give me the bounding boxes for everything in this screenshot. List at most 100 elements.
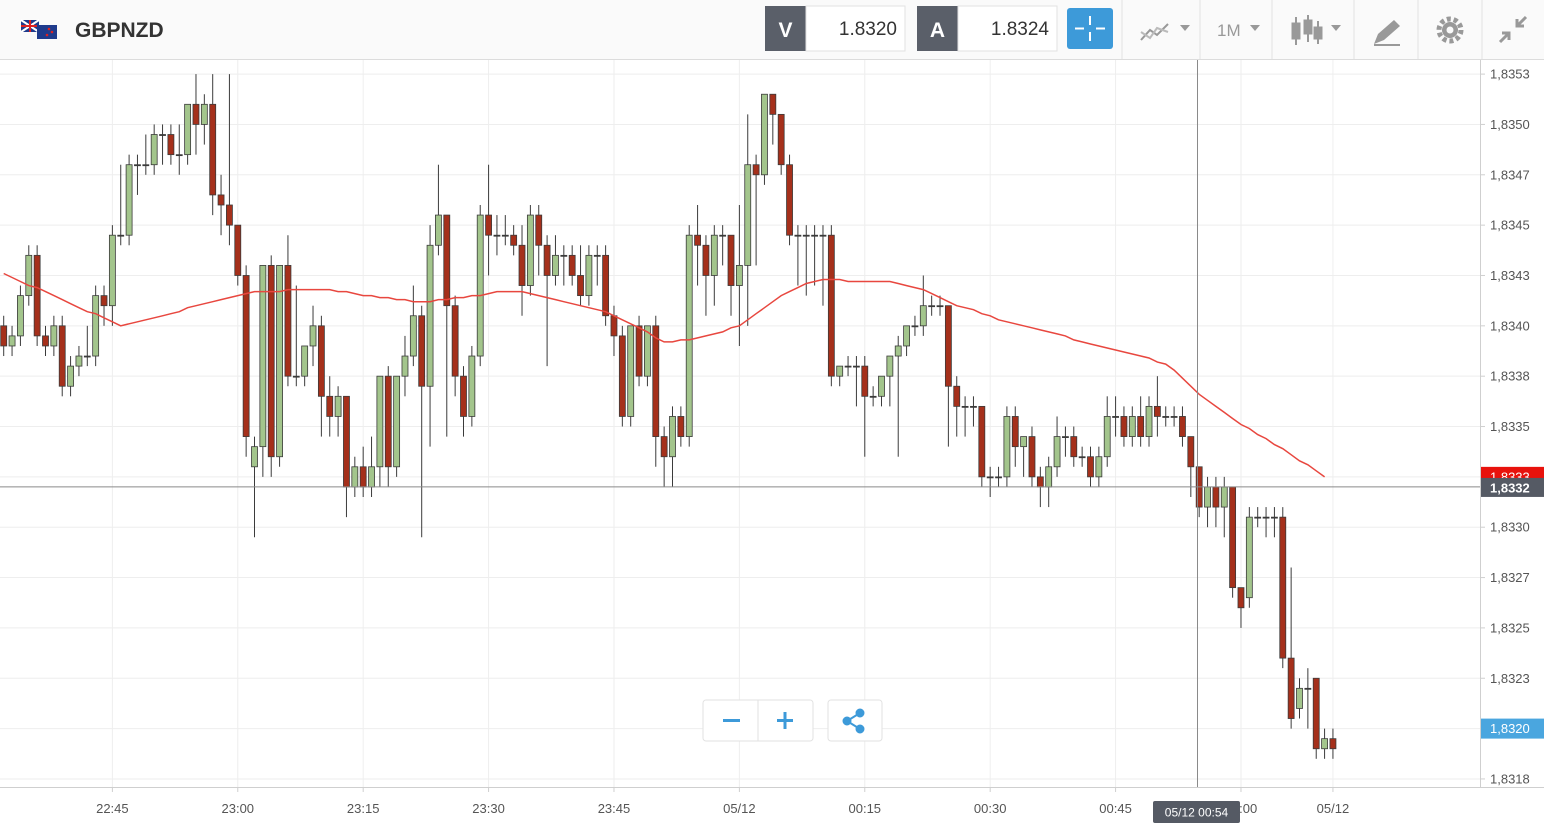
share-button[interactable] [827, 699, 883, 742]
toolbar: GBPNZD V 1.8320 A 1.8324 1M [0, 0, 1544, 60]
candle-body [493, 234, 501, 237]
candle-body [585, 254, 593, 297]
candle-type-button[interactable] [1291, 15, 1341, 45]
candle-body [1212, 486, 1220, 508]
candle-body [393, 375, 401, 468]
candle-body [17, 295, 24, 337]
candle-body [334, 395, 342, 417]
candle-body [577, 275, 584, 297]
x-tick-label: 23:30 [472, 801, 505, 816]
candle-body [1003, 416, 1011, 478]
candle-body [351, 466, 359, 488]
candle-body [1162, 416, 1170, 418]
candle-body [518, 244, 526, 286]
candle-body [1153, 405, 1161, 417]
y-tick-label: 1,8327 [1490, 570, 1530, 585]
y-tick-label: 1,8338 [1490, 369, 1530, 384]
candle-body [1128, 416, 1136, 437]
price-badge [1481, 718, 1544, 739]
candle-body [234, 224, 242, 276]
bid-box [805, 5, 906, 52]
draw-button[interactable] [1374, 20, 1400, 46]
candle-body [986, 476, 994, 479]
ask-button[interactable] [917, 6, 958, 51]
candle-body [727, 234, 735, 286]
candle-body [510, 234, 518, 246]
candle-body [108, 234, 116, 307]
candle-body [226, 204, 233, 226]
settings-button[interactable] [1436, 16, 1464, 44]
bid-button[interactable] [765, 6, 806, 51]
candle-body [1254, 516, 1262, 519]
share-icon [842, 708, 865, 734]
candle-body [535, 214, 543, 246]
candle-body [192, 103, 200, 125]
candle-body [1229, 486, 1237, 589]
candle-body [1296, 687, 1303, 709]
candle-body [217, 194, 225, 206]
candle-body [761, 93, 768, 176]
candle-body [359, 466, 367, 488]
candle-body [259, 265, 267, 448]
candle-body [1078, 456, 1086, 459]
candle-body [694, 234, 701, 246]
candle-body [317, 325, 325, 397]
candle-body [1112, 416, 1119, 418]
candle-body [117, 234, 125, 237]
candle-body [58, 325, 66, 387]
candle-body [443, 214, 451, 307]
chart-type-button[interactable] [1140, 23, 1190, 41]
candle-body [735, 265, 743, 286]
candle-body [251, 446, 258, 468]
candle-body [1237, 587, 1245, 609]
candle-body [744, 164, 752, 266]
candle-body [635, 325, 643, 377]
x-tick-label: 23:45 [598, 801, 631, 816]
candle-body [1304, 687, 1312, 690]
zoom-in[interactable] [777, 712, 793, 729]
candle-body [602, 254, 610, 317]
candle-body [267, 265, 275, 458]
candle-body [401, 355, 409, 377]
collapse-button[interactable] [1498, 15, 1528, 44]
candle-body [418, 315, 426, 387]
candle-body [836, 365, 844, 377]
candle-body [702, 244, 710, 276]
y-tick-label: 1,8318 [1490, 771, 1530, 786]
symbol: GBPNZD [75, 19, 164, 42]
candle-body [560, 254, 568, 257]
interval-button[interactable]: 1M [1217, 21, 1241, 40]
y-tick-label: 1,8343 [1490, 268, 1530, 283]
crosshair-icon [1075, 16, 1105, 41]
candle-body [1045, 466, 1053, 488]
candle-body [894, 345, 902, 357]
candle-body [844, 365, 852, 368]
y-tick-label: 1,8347 [1490, 167, 1530, 182]
candle-body [368, 466, 375, 488]
candle-body [1220, 486, 1228, 508]
y-tick-label: 1,8353 [1490, 67, 1530, 82]
candle-body [644, 325, 651, 377]
candle-body [878, 375, 885, 397]
candle-body [125, 164, 133, 236]
candle-body [936, 305, 944, 308]
candle-body [802, 234, 810, 237]
crosshair-time-badge [1153, 801, 1240, 823]
candle-body [652, 325, 660, 437]
candle-body [1312, 677, 1320, 750]
flag-icon [20, 19, 57, 39]
y-tick-label: 1,8330 [1490, 520, 1530, 535]
candle-body [1011, 416, 1019, 448]
bid-label: V [778, 19, 792, 42]
crosshair-price-badge [1481, 477, 1544, 497]
candle-body [92, 295, 100, 357]
candle-body [786, 164, 793, 236]
candle-body [886, 355, 894, 377]
candle-body [468, 355, 476, 417]
candle-body [710, 234, 718, 276]
candle-body [0, 325, 8, 347]
crosshair-button[interactable] [1067, 8, 1113, 49]
candle-body [184, 103, 192, 156]
candle-body [811, 234, 819, 237]
